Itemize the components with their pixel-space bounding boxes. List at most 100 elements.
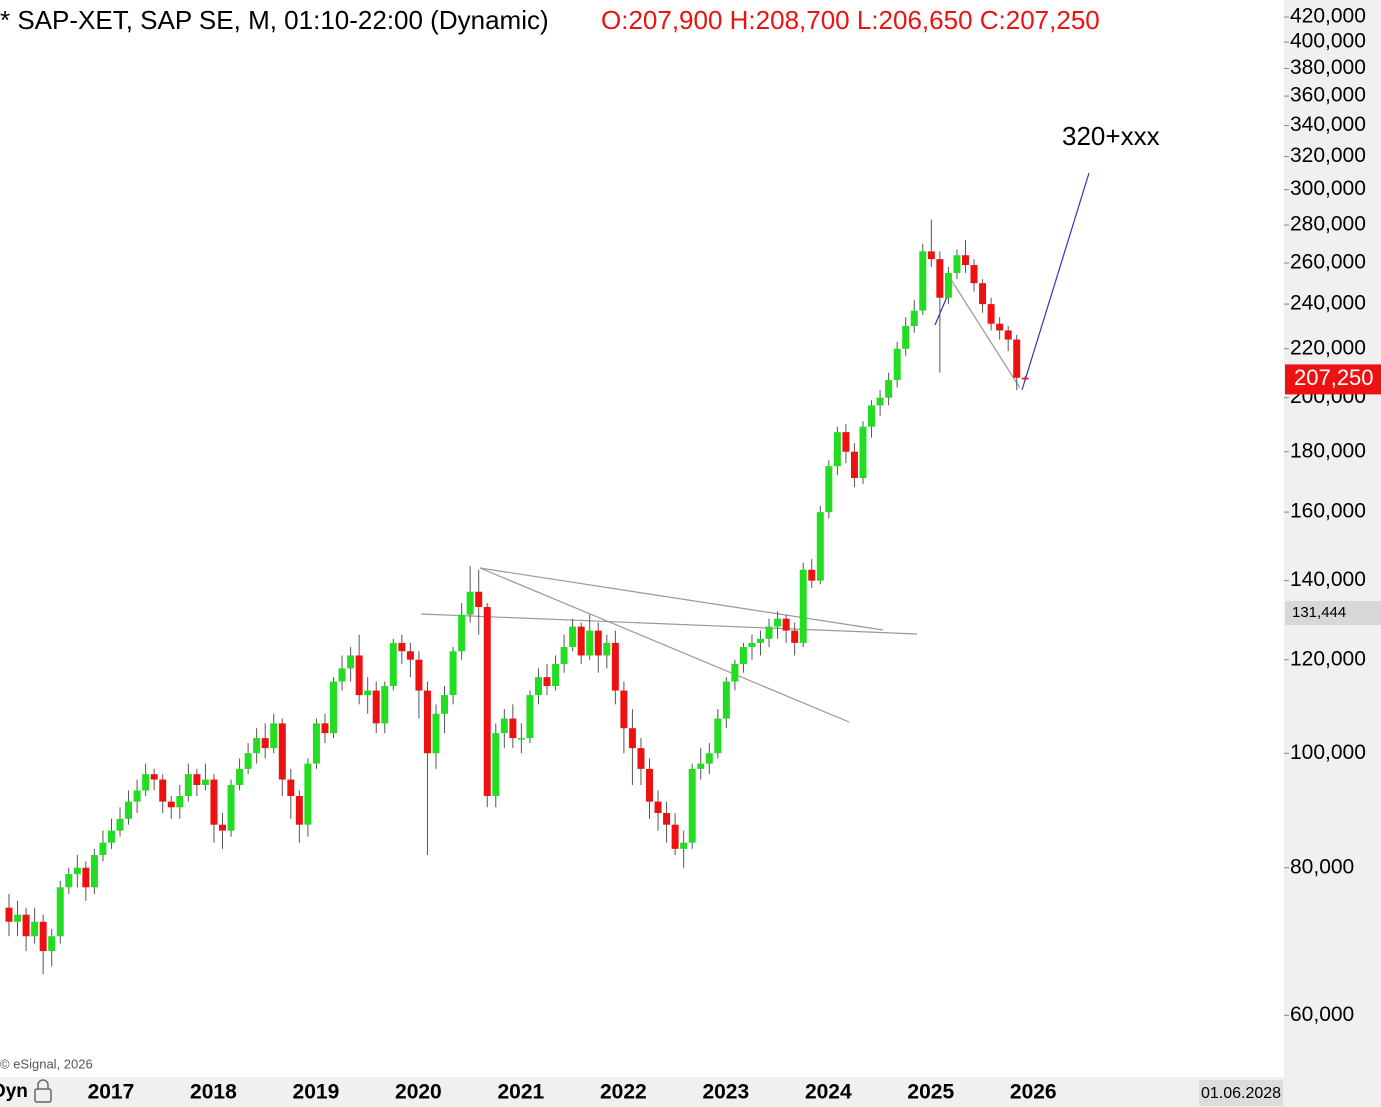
candle-body	[620, 690, 628, 729]
candle-body	[688, 768, 696, 843]
y-tick-label: 180,000	[1290, 439, 1366, 462]
x-tick-label: 2020	[395, 1081, 442, 1104]
y-tick-label: 60,000	[1290, 1003, 1354, 1026]
candle-body	[1021, 377, 1029, 380]
last-price-label: 207,250	[1294, 365, 1374, 390]
candle-body	[569, 626, 577, 648]
candle-body	[201, 779, 209, 785]
y-tick-label: 340,000	[1290, 113, 1366, 136]
candle-body	[987, 304, 995, 324]
y-tick-label: 120,000	[1290, 647, 1366, 670]
candle-body	[321, 723, 329, 734]
candle-body	[526, 695, 534, 739]
candle-body	[833, 432, 841, 467]
candle-body	[295, 796, 303, 825]
candle-body	[5, 907, 13, 922]
candle-body	[432, 713, 440, 754]
candle-body	[996, 323, 1004, 331]
candle-body	[893, 348, 901, 381]
candle-body	[142, 774, 150, 791]
candle-body	[850, 451, 858, 479]
candle-body	[39, 921, 47, 952]
candle-body	[876, 397, 884, 406]
candle-body	[107, 830, 115, 843]
end-date-label: 01.06.2028	[1201, 1085, 1281, 1102]
candle-body	[90, 855, 98, 888]
candle-body	[449, 651, 457, 696]
candle-body	[919, 251, 927, 311]
candle-body	[159, 779, 167, 802]
y-tick-label: 100,000	[1290, 741, 1366, 764]
candle-body	[364, 690, 372, 696]
candle-body	[646, 768, 653, 802]
candle-body	[330, 681, 338, 734]
trend-lines	[420, 172, 1090, 723]
candle-body	[253, 738, 261, 754]
candle-body	[261, 738, 269, 749]
candle-body	[902, 325, 910, 349]
candle-body	[48, 936, 56, 952]
y-tick-label: 80,000	[1290, 855, 1354, 878]
candle-body	[1013, 339, 1021, 378]
candle-body	[543, 677, 551, 687]
y-tick-label: 320,000	[1290, 144, 1366, 167]
x-tick-label: 2021	[498, 1081, 545, 1104]
y-tick-label: 300,000	[1290, 177, 1366, 200]
candle-body	[825, 466, 833, 513]
candle-body	[509, 718, 517, 739]
candle-body	[176, 796, 184, 808]
candle-body	[680, 842, 688, 849]
candle-body	[219, 824, 226, 831]
candle-body	[458, 614, 466, 652]
candle-body	[1004, 330, 1012, 340]
candle-body	[868, 405, 876, 427]
x-tick-label: 2019	[293, 1081, 340, 1104]
price-axis-panel	[1284, 0, 1381, 1107]
candle-body	[441, 695, 449, 714]
candle-body	[757, 638, 765, 643]
candle-body	[398, 642, 406, 652]
y-tick-label: 280,000	[1290, 213, 1366, 236]
candle-body	[466, 591, 474, 615]
projection-line	[1021, 172, 1090, 391]
crosshair-price-label: 131,444	[1292, 604, 1346, 621]
candle-body	[406, 651, 414, 660]
candle-body	[492, 733, 500, 797]
candle-body	[979, 283, 987, 305]
candle-body	[552, 664, 560, 687]
candle-body	[304, 763, 312, 825]
candle-body	[791, 630, 799, 643]
candle-body	[483, 606, 491, 797]
candle-body	[287, 779, 295, 797]
candle-body	[210, 779, 218, 825]
candle-body	[560, 647, 568, 665]
candle-body	[697, 763, 705, 769]
candle-body	[381, 686, 389, 724]
end-date-box	[1199, 1080, 1283, 1106]
candle-body	[338, 668, 346, 682]
y-tick-label: 160,000	[1290, 500, 1366, 523]
candle-body	[722, 681, 730, 719]
candle-body	[654, 801, 662, 814]
candle-body	[73, 867, 81, 875]
candle-body	[278, 723, 286, 780]
candle-body	[517, 738, 525, 740]
candle-body	[586, 630, 594, 656]
candle-body	[799, 569, 807, 643]
y-tick-label: 360,000	[1290, 84, 1366, 107]
candle-body	[816, 512, 824, 581]
candle-body	[14, 914, 22, 922]
candle-body	[731, 664, 739, 682]
y-tick-label: 400,000	[1290, 30, 1366, 53]
candle-body	[150, 774, 158, 780]
mode-label: Dyn	[0, 1081, 28, 1102]
candle-body	[116, 818, 124, 831]
candle-body	[842, 432, 850, 452]
copyright: © eSignal, 2026	[0, 1056, 93, 1071]
candle-body	[714, 718, 722, 754]
ohlc-label: O:207,900 H:208,700 L:206,650 C:207,250	[601, 5, 1100, 35]
last-price-box	[1285, 364, 1381, 395]
candle-body	[705, 753, 713, 764]
y-tick-label: 220,000	[1290, 336, 1366, 359]
candle-body	[423, 690, 431, 754]
